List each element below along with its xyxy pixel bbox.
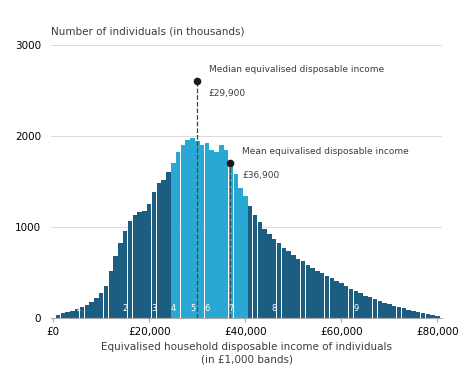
Bar	[392, 305, 396, 318]
Bar	[416, 312, 420, 318]
Text: 6: 6	[204, 304, 210, 313]
Bar	[329, 278, 334, 318]
Text: 7: 7	[228, 304, 234, 313]
Bar	[344, 286, 348, 318]
Bar	[85, 305, 89, 318]
Text: 4: 4	[171, 304, 176, 313]
Bar	[195, 141, 200, 318]
Bar	[70, 310, 75, 318]
Bar	[238, 188, 243, 318]
X-axis label: Equivalised household disposable income of individuals
(in £1,000 bands): Equivalised household disposable income …	[101, 342, 392, 364]
Bar	[373, 299, 377, 318]
Bar	[296, 259, 301, 318]
Bar	[421, 313, 425, 318]
Bar	[262, 229, 267, 318]
Text: 2: 2	[123, 304, 128, 313]
Bar	[210, 150, 214, 318]
Bar	[339, 283, 344, 318]
Bar	[205, 143, 209, 318]
Bar	[61, 313, 65, 318]
Bar	[113, 256, 118, 318]
Bar	[185, 139, 190, 318]
Bar	[378, 301, 382, 318]
Bar	[358, 293, 363, 318]
Bar	[411, 311, 416, 318]
Bar	[282, 248, 286, 318]
Bar	[435, 316, 439, 318]
Bar	[363, 296, 367, 318]
Bar	[176, 152, 180, 318]
Bar	[133, 215, 137, 318]
Bar	[368, 298, 373, 318]
Bar	[257, 222, 262, 318]
Text: 3: 3	[151, 304, 157, 313]
Bar	[291, 255, 296, 318]
Bar	[142, 211, 146, 318]
Bar	[99, 293, 103, 318]
Bar	[243, 196, 247, 318]
Bar	[190, 138, 195, 318]
Bar	[234, 174, 238, 318]
Bar	[137, 212, 142, 318]
Text: 10: 10	[413, 304, 423, 313]
Text: Median equivalised disposable income: Median equivalised disposable income	[209, 65, 384, 74]
Bar	[406, 310, 411, 318]
Bar	[147, 204, 152, 318]
Text: 1: 1	[74, 304, 80, 313]
Bar	[306, 265, 310, 318]
Bar	[426, 314, 430, 318]
Bar	[90, 302, 94, 318]
Bar	[286, 251, 291, 318]
Bar	[301, 262, 305, 318]
Bar	[248, 206, 252, 318]
Bar	[320, 273, 324, 318]
Text: £36,900: £36,900	[242, 171, 280, 180]
Bar	[334, 280, 339, 318]
Bar	[152, 193, 156, 318]
Bar	[401, 308, 406, 318]
Bar	[65, 312, 70, 318]
Bar	[56, 315, 60, 318]
Bar	[94, 298, 99, 318]
Text: Number of individuals (in thousands): Number of individuals (in thousands)	[51, 27, 245, 37]
Bar	[430, 315, 435, 318]
Bar	[75, 309, 80, 318]
Bar	[349, 289, 353, 318]
Bar	[118, 243, 123, 318]
Bar	[387, 304, 392, 318]
Bar	[104, 286, 108, 318]
Bar	[200, 145, 204, 318]
Bar	[157, 183, 161, 318]
Bar	[181, 145, 185, 318]
Text: Mean equivalised disposable income: Mean equivalised disposable income	[242, 147, 409, 156]
Bar	[315, 271, 319, 318]
Bar	[310, 268, 315, 318]
Bar	[397, 307, 401, 318]
Bar	[123, 232, 128, 318]
Bar	[277, 243, 281, 318]
Bar	[354, 291, 358, 318]
Bar	[224, 150, 228, 318]
Text: 8: 8	[272, 304, 277, 313]
Bar	[128, 221, 132, 318]
Bar	[253, 215, 257, 318]
Bar	[325, 276, 329, 318]
Bar	[166, 172, 171, 318]
Text: £29,900: £29,900	[209, 89, 246, 98]
Bar	[272, 239, 276, 318]
Bar	[383, 302, 387, 318]
Bar	[109, 271, 113, 318]
Bar	[80, 307, 84, 318]
Bar	[171, 163, 175, 318]
Bar	[214, 152, 219, 318]
Bar	[229, 163, 233, 318]
Text: 9: 9	[353, 304, 358, 313]
Bar	[219, 145, 224, 318]
Bar	[162, 180, 166, 318]
Text: 5: 5	[190, 304, 195, 313]
Bar	[267, 234, 272, 318]
